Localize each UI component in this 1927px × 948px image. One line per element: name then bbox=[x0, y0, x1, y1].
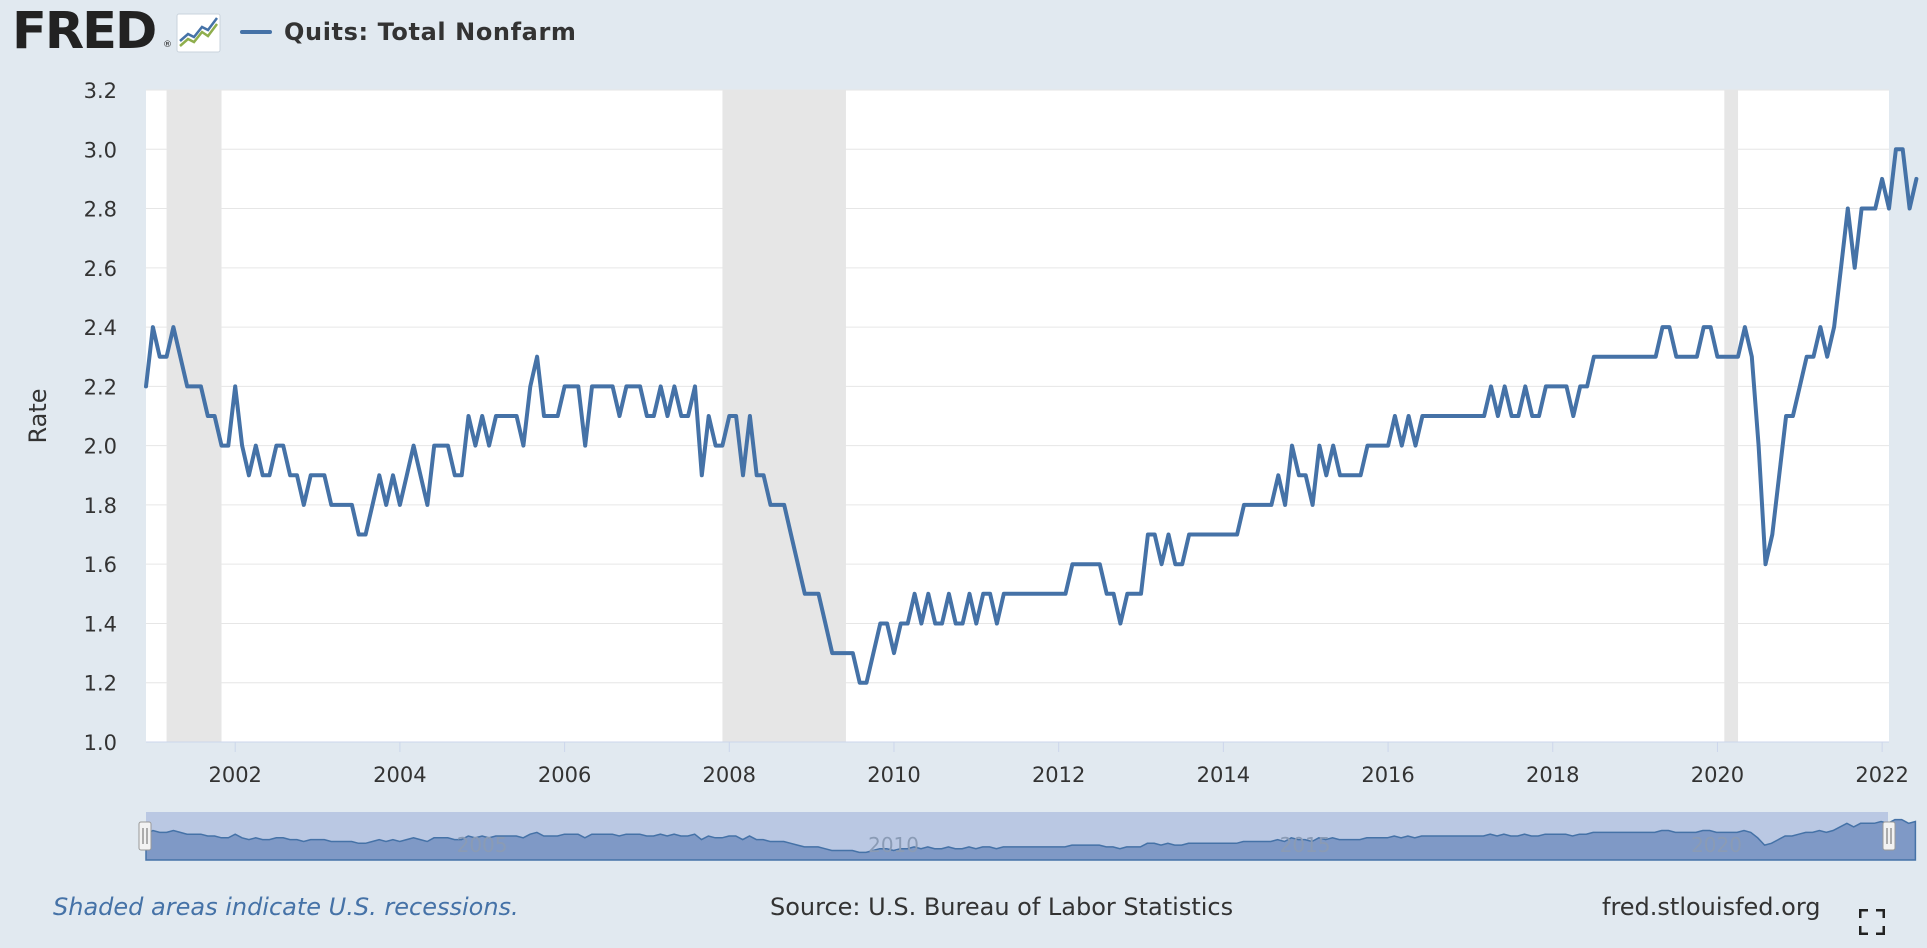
legend[interactable]: Quits: Total Nonfarm bbox=[240, 16, 577, 48]
fred-logo[interactable]: FRED bbox=[12, 2, 157, 61]
x-tick-label: 2014 bbox=[1197, 763, 1250, 787]
site-link[interactable]: fred.stlouisfed.org bbox=[1602, 893, 1821, 921]
x-tick-label: 2004 bbox=[373, 763, 426, 787]
x-tick-label: 2020 bbox=[1691, 763, 1744, 787]
x-axis: 2002 2004 2006 2008 2010 2012 2014 2016 2018 2020… bbox=[208, 742, 1909, 787]
navigator-series-area bbox=[145, 818, 1917, 861]
series-line bbox=[144, 147, 1919, 685]
recession-bands bbox=[166, 90, 1739, 742]
x-tick-label: 2012 bbox=[1032, 763, 1085, 787]
navigator-tick-label: 2010 bbox=[868, 833, 919, 857]
y-tick-label: 2.6 bbox=[84, 257, 117, 281]
plot-background bbox=[146, 90, 1889, 742]
fullscreen-icon[interactable] bbox=[1859, 909, 1885, 935]
registered-mark: ® bbox=[163, 40, 172, 50]
x-tick-label: 2010 bbox=[867, 763, 920, 787]
chart-header: FRED ® Quits: Total Nonfarm bbox=[0, 0, 1927, 70]
y-tick-label: 2.2 bbox=[84, 375, 117, 399]
navigator-tick-label: 2020 bbox=[1691, 833, 1742, 857]
navigator-tick-label: 2015 bbox=[1280, 833, 1331, 857]
legend-series-swatch bbox=[240, 30, 272, 34]
y-tick-label: 1.4 bbox=[84, 612, 117, 636]
navigator-tick-label: 2005 bbox=[457, 833, 508, 857]
y-tick-label: 2.0 bbox=[84, 435, 117, 459]
y-tick-label: 1.8 bbox=[84, 494, 117, 518]
y-tick-label: 1.0 bbox=[84, 731, 117, 755]
x-tick-label: 2018 bbox=[1526, 763, 1579, 787]
source-text: Source: U.S. Bureau of Labor Statistics bbox=[770, 893, 1234, 921]
x-tick-label: 2006 bbox=[538, 763, 591, 787]
recession-note: Shaded areas indicate U.S. recessions. bbox=[53, 893, 519, 921]
y-axis-label: Rate bbox=[24, 388, 52, 443]
y-tick-label: 1.6 bbox=[84, 553, 117, 577]
y-tick-label: 3.0 bbox=[84, 138, 117, 162]
x-tick-label: 2008 bbox=[703, 763, 756, 787]
navigator-handle[interactable] bbox=[1882, 821, 1896, 851]
navigator[interactable]: 2005 2010 2015 2020 bbox=[138, 812, 1917, 861]
x-tick-label: 2022 bbox=[1855, 763, 1908, 787]
navigator-handle[interactable] bbox=[138, 821, 152, 851]
recession-band bbox=[1724, 90, 1739, 742]
legend-series-label: Quits: Total Nonfarm bbox=[284, 18, 577, 46]
x-tick-label: 2002 bbox=[208, 763, 261, 787]
y-tick-label: 2.4 bbox=[84, 316, 117, 340]
x-tick-label: 2016 bbox=[1361, 763, 1414, 787]
series-group bbox=[144, 147, 1919, 685]
y-tick-label: 1.2 bbox=[84, 672, 117, 696]
chart-area: 1.0 1.2 1.4 1.6 1.8 2.0 2.2 2.4 2.6 2.8 3.0 3.2 200… bbox=[24, 79, 1919, 861]
line-graph-icon bbox=[176, 13, 221, 53]
recession-band bbox=[722, 90, 846, 742]
y-axis: 1.0 1.2 1.4 1.6 1.8 2.0 2.2 2.4 2.6 2.8 3.0 3.2 bbox=[84, 79, 117, 755]
y-tick-label: 3.2 bbox=[84, 79, 117, 103]
y-tick-label: 2.8 bbox=[84, 198, 117, 222]
